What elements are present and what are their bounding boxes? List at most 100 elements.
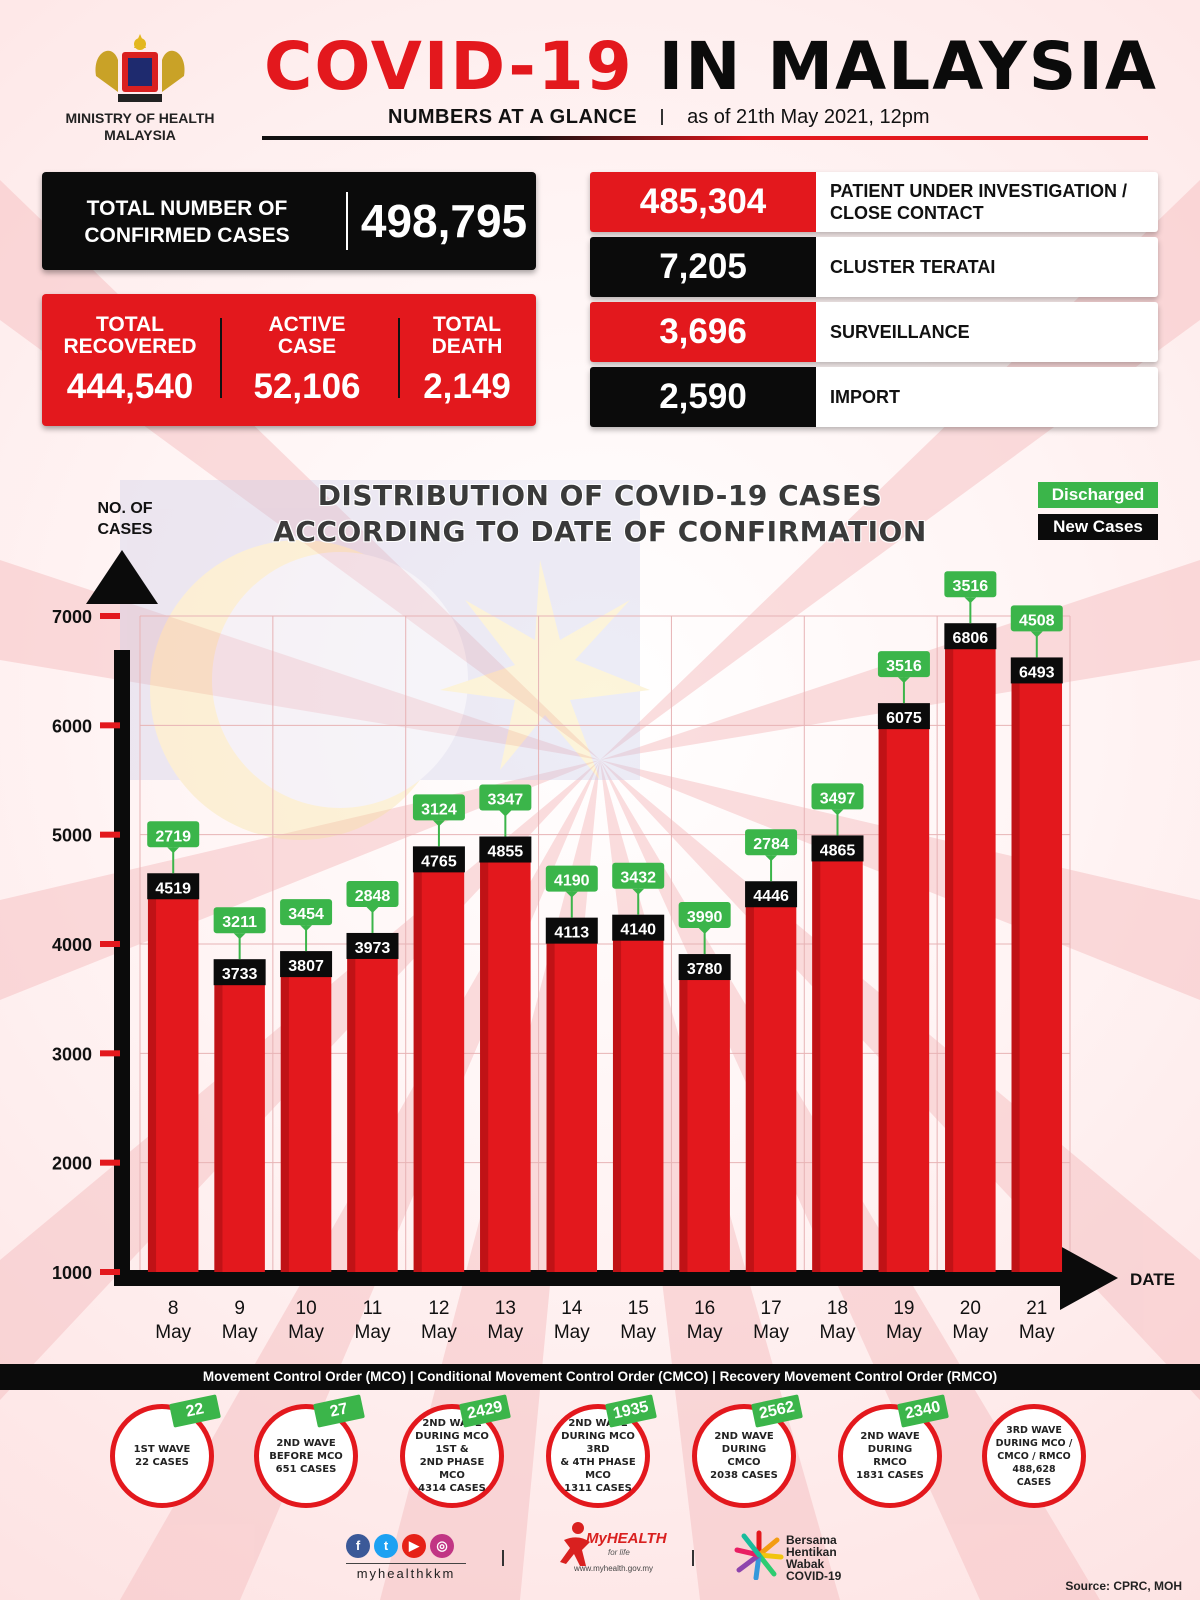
x-tick-label: 15 [628,1298,649,1319]
discharged-label: 4190 [554,873,590,890]
discharged-pointer [167,847,180,854]
x-tick-label: 21 [1026,1298,1047,1319]
bar-new-cases [413,860,465,1272]
new-cases-label-box [1010,657,1063,684]
y-axis [114,650,130,1280]
bar-new-cases [679,968,730,1272]
x-tick-label: May [155,1322,191,1343]
bar-shade [1011,671,1020,1272]
x-tick-label: 9 [234,1298,245,1319]
y-tick-label: 5000 [52,826,92,846]
subtitle: NUMBERS AT A GLANCE [388,106,638,128]
discharged-label-box [346,880,399,907]
recovered-value: 444,540 [66,367,194,406]
discharged-label-box [612,862,665,889]
bar-new-cases [945,637,996,1272]
bar-shade [480,850,489,1272]
recovered-stat: TOTAL RECOVERED 444,540 [50,314,210,410]
discharged-pointer [233,933,246,940]
y-tick-label: 3000 [52,1044,92,1064]
total-confirmed-value: 498,795 [360,195,528,247]
bar-shade [679,968,688,1272]
death-label: TOTAL DEATH [431,313,503,358]
x-tick-label: 14 [561,1298,583,1319]
discharged-pointer [698,928,711,935]
new-cases-label-box [346,932,399,959]
discharged-label-box [745,829,798,856]
discharged-pointer [765,855,778,862]
y-tick [100,722,120,729]
footer-divider [502,1550,504,1566]
x-tick-label: May [487,1322,523,1343]
bar-shade [546,931,555,1272]
new-cases-label: 3973 [355,940,391,957]
new-cases-label: 4113 [554,925,589,942]
instagram-icon[interactable]: ◎ [430,1534,454,1558]
discharged-label-box [280,899,333,926]
twitter-icon[interactable]: t [374,1534,398,1558]
youtube-icon[interactable]: ▶ [402,1534,426,1558]
discharged-label: 3347 [488,792,524,809]
x-tick-label: May [222,1322,258,1343]
bar-new-cases [1011,671,1063,1272]
x-tick-label: May [288,1322,324,1343]
x-tick-label: 16 [694,1298,715,1319]
bar-shade [413,860,422,1272]
subtitle-divider [661,109,664,125]
wave-circle: 2ND WAVE BEFORE MCO 651 CASES 27 [254,1394,365,1508]
bersama-logo: Bersama Hentikan Wabak COVID-19 [734,1530,854,1590]
discharged-pointer [366,906,379,913]
discharged-pointer [300,925,313,932]
y-axis-arrow [86,550,158,604]
legend-new-cases: New Cases [1038,514,1158,540]
bar-shade [745,895,754,1272]
discharged-label-box [1010,605,1063,632]
wave-circle: 2ND WAVE DURING MCO 1ST & 2ND PHASE MCO … [400,1394,511,1508]
bar-new-cases [812,849,863,1272]
as-of-date: as of 21th May 2021, 12pm [687,106,930,128]
myhealth-url: www.myhealth.gov.my [574,1564,653,1573]
myhealth-tagline: for life [608,1548,630,1557]
source-label: PATIENT UNDER INVESTIGATION / CLOSE CONT… [830,181,1128,223]
x-axis-arrow [1060,1246,1118,1310]
source-row: 7,205 CLUSTER TERATAI [590,237,1158,297]
bar-new-cases [745,895,797,1272]
myhealth-figure-icon [560,1522,590,1566]
discharged-pointer [1030,631,1043,638]
bar-shade [347,946,356,1272]
discharged-label: 3454 [288,906,324,923]
new-cases-label: 4855 [488,844,524,861]
new-cases-label-box [811,835,864,862]
source-value: 3,696 [590,302,816,362]
discharged-label-box [678,902,731,929]
y-tick-label: 2000 [52,1154,92,1174]
bar-new-cases [878,717,930,1272]
discharged-label-box [147,821,200,848]
page-title: COVID-19 IN MALAYSIA [264,22,1156,112]
facebook-icon[interactable]: f [346,1534,370,1558]
bar-chart: 1000 2000 3000 4000 5000 6000 7000 4519 2719 8 May… [52,550,1118,1343]
x-tick-label: May [421,1322,457,1343]
new-cases-label: 4140 [620,922,656,939]
mco-legend-bar: Movement Control Order (MCO) | Condition… [0,1364,1200,1390]
discharged-label-box [479,784,532,811]
discharged-label-box [213,907,266,934]
myhealth-name: MyHEALTH [586,1530,667,1547]
source-row: 2,590 IMPORT [590,367,1158,427]
wave-badge: 1935 [605,1394,657,1428]
x-tick-label: May [620,1322,656,1343]
x-tick-label: May [687,1322,723,1343]
discharged-label-box [545,865,598,892]
x-tick-label: 11 [363,1298,383,1319]
wave-text: 2ND WAVE DURING CMCO 2038 CASES [710,1431,778,1481]
source-note: Source: CPRC, MOH [1065,1579,1182,1593]
footer-divider [692,1550,694,1566]
discharged-label: 4508 [1019,612,1055,629]
discharged-pointer [897,677,910,684]
bar-shade [280,965,289,1272]
discharged-label: 2848 [355,888,391,905]
y-tick [100,941,120,947]
discharged-pointer [565,891,578,898]
new-cases-label: 4446 [753,888,789,905]
